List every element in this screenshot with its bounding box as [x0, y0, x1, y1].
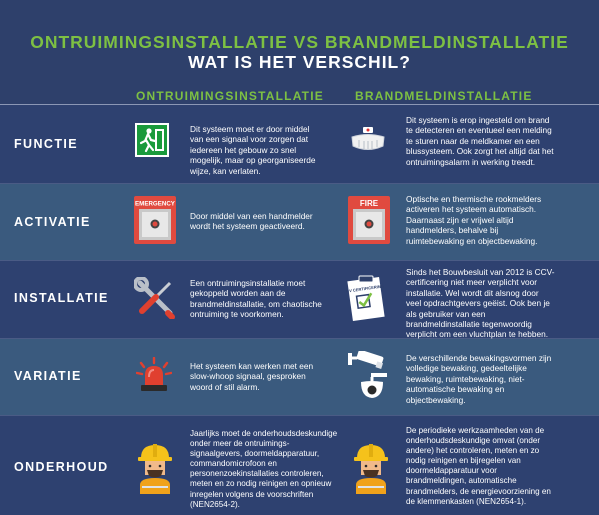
- security-camera-icon: [347, 349, 389, 406]
- title-line-2: WAT IS HET VERSCHIL?: [188, 52, 411, 72]
- row-activatie: ACTIVATIE EMERGENCY Door middel van een …: [0, 184, 599, 261]
- row-installatie: INSTALLATIE Een ontruimingsinstallatie m…: [0, 261, 599, 339]
- smoke-detector-icon: [350, 127, 386, 162]
- variatie-left-text: Het systeem kan werken met een slow-whoo…: [190, 361, 314, 392]
- svg-text:CCV CERTIFICERING: CCV CERTIFICERING: [346, 283, 384, 294]
- activatie-left-text: Door middel van een handmelder wordt het…: [190, 211, 313, 232]
- column-header-left: ONTRUIMINGSINSTALLATIE: [136, 89, 324, 103]
- row-label: FUNCTIE: [14, 137, 78, 151]
- onderhoud-right-text: De periodieke werkzaamheden van de onder…: [406, 426, 551, 506]
- onderhoud-left-text: Jaarlijks moet de onderhoudsdeskundige o…: [190, 429, 338, 509]
- header: ONTRUIMINGSINSTALLATIE VS BRANDMELDINSTA…: [0, 0, 599, 104]
- row-variatie: VARIATIE Het systeem kan werken met een …: [0, 339, 599, 416]
- svg-text:FIRE: FIRE: [360, 199, 379, 208]
- installatie-left-text: Een ontruimingsinstallatie moet gekoppel…: [190, 278, 322, 320]
- row-label: VARIATIE: [14, 369, 82, 383]
- svg-text:EMERGENCY: EMERGENCY: [135, 201, 176, 208]
- emergency-exit-sign-icon: [135, 123, 169, 162]
- column-header-right: BRANDMELDINSTALLATIE: [355, 89, 533, 103]
- functie-right-text: Dit systeem is erop ingesteld om brand t…: [406, 115, 554, 167]
- ccv-certificate-icon: CCV CERTIFICERING: [343, 275, 386, 326]
- activatie-right-text: Optische en thermische rookmelders activ…: [406, 194, 542, 246]
- fire-call-point-icon: FIRE: [348, 196, 390, 249]
- row-onderhoud: ONDERHOUD Jaarlijks moet de onderhoudsde…: [0, 416, 599, 515]
- installatie-right-text: Sinds het Bouwbesluit van 2012 is CCV-ce…: [406, 267, 555, 340]
- wrench-screwdriver-icon: [133, 276, 176, 324]
- variatie-right-text: De verschillende bewakingsvormen zijn vo…: [406, 353, 552, 405]
- row-label: ACTIVATIE: [14, 215, 91, 229]
- siren-light-icon: [135, 356, 173, 398]
- maintenance-worker-icon: [352, 442, 390, 499]
- header-divider: [0, 104, 599, 105]
- functie-left-text: Dit systeem moet er door middel van een …: [190, 124, 316, 176]
- maintenance-worker-icon: [136, 442, 174, 499]
- emergency-call-point-icon: EMERGENCY: [134, 196, 176, 249]
- row-label: INSTALLATIE: [14, 291, 109, 305]
- row-functie: FUNCTIE Dit systeem moet er door middel …: [0, 105, 599, 184]
- title-line-1: ONTRUIMINGSINSTALLATIE VS BRANDMELDINSTA…: [30, 32, 569, 52]
- row-label: ONDERHOUD: [14, 460, 109, 474]
